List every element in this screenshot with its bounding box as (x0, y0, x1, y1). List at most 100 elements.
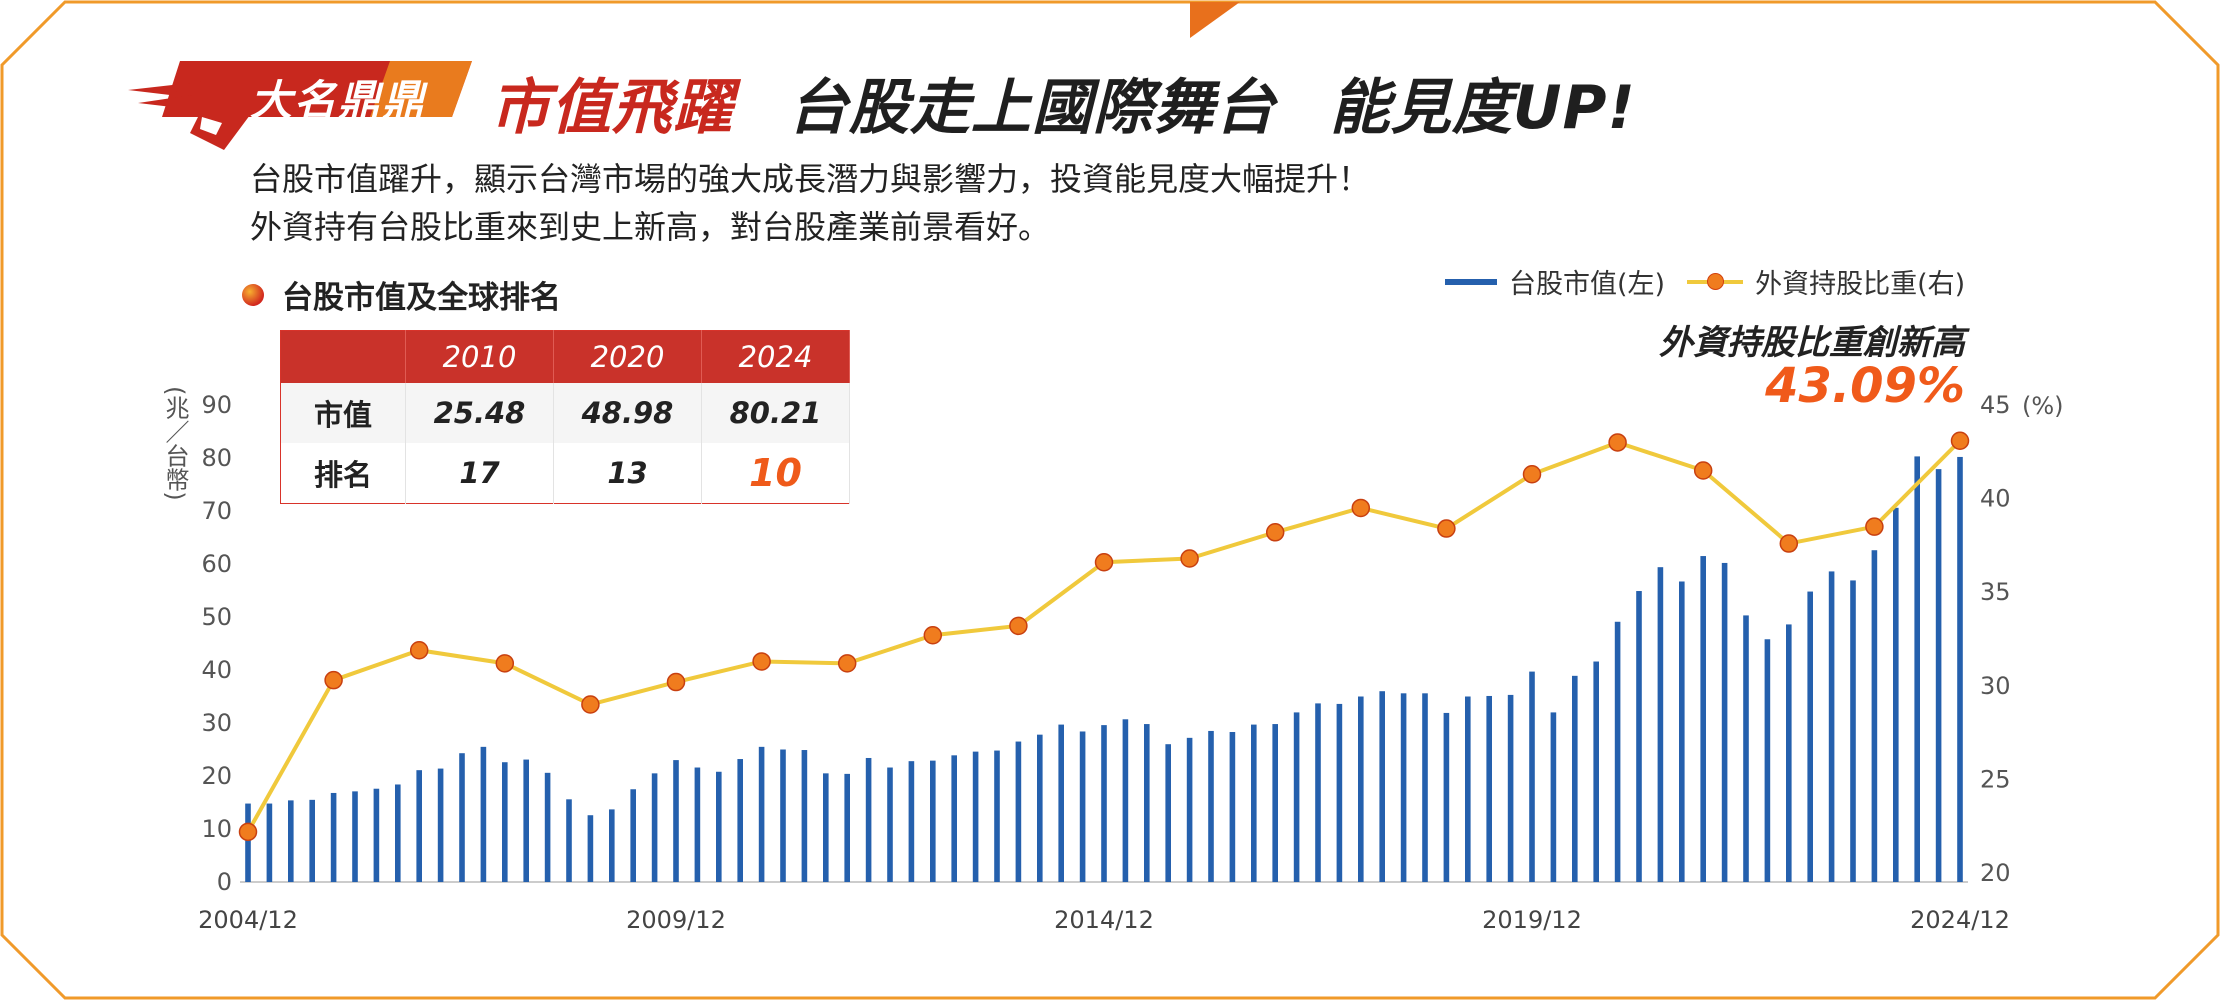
bar (1935, 469, 1942, 882)
bar (1764, 639, 1771, 882)
description-line-2: 外資持有台股比重來到史上新高，對台股產業前景看好。 (250, 208, 1051, 246)
bar (1122, 719, 1129, 882)
bar (309, 799, 315, 882)
line-point (1351, 498, 1371, 518)
table-cell: 25.48 (405, 383, 554, 443)
bar (1850, 580, 1856, 882)
section-title: 台股市值及全球排名 (242, 272, 561, 317)
bar (1315, 703, 1321, 882)
line-point (837, 654, 857, 673)
bar (1272, 724, 1278, 882)
line-point (1265, 523, 1285, 542)
bar (1101, 725, 1107, 882)
bar (1572, 675, 1578, 882)
bar (1828, 571, 1835, 882)
y-left-tick-label: 30 (201, 709, 232, 737)
table-header-cell: 2020 (553, 330, 702, 383)
badge-label: 大名鼎鼎 (250, 76, 427, 125)
bar (1165, 744, 1171, 882)
bar (716, 771, 722, 882)
line-point (666, 672, 686, 692)
bar (1379, 691, 1385, 882)
bar (373, 788, 380, 882)
bar (1465, 696, 1471, 882)
line-point (752, 652, 771, 671)
bar (908, 761, 915, 882)
dragon-icon (175, 77, 250, 150)
bar-series (245, 456, 1963, 882)
bar (1679, 581, 1685, 882)
description-line-1: 台股市值躍升，顯示台灣市場的強大成長潛力與影響力，投資能見度大幅提升！ (250, 160, 1371, 198)
table-header-cell (280, 330, 406, 383)
bar (330, 792, 337, 882)
bar (1400, 693, 1407, 882)
y-right-axis-label: (%) (2022, 392, 2064, 420)
bar (1614, 621, 1621, 882)
bar (1636, 591, 1642, 882)
bar (887, 767, 893, 882)
y-right-tick-label: 45 (1980, 391, 2011, 419)
bar (266, 803, 273, 882)
table-header-row: 2010 2020 2024 (280, 330, 850, 383)
brand-badge (128, 61, 472, 150)
bar (1422, 693, 1428, 882)
table-cell: 13 (553, 443, 702, 504)
legend-line-label: 外資持股比重(右) (1755, 269, 1966, 300)
bar (1229, 732, 1236, 882)
bar (865, 757, 872, 882)
bar (1358, 696, 1364, 882)
table-cell: 80.21 (701, 383, 850, 443)
y-left-tick-label: 80 (201, 444, 232, 472)
bar (1186, 737, 1193, 882)
bar (737, 759, 743, 882)
title-part-1: 市值飛躍 (490, 73, 734, 143)
row-label: 排名 (280, 443, 406, 504)
bar (1015, 741, 1022, 882)
table-cell: 17 (405, 443, 554, 504)
bar (1529, 671, 1535, 882)
y-left-tick-label: 0 (217, 868, 232, 896)
line-point (581, 695, 600, 714)
highlight-value: 43.09% (1765, 358, 1965, 414)
line-markers (238, 431, 1970, 842)
bar (1593, 661, 1599, 882)
bar (844, 773, 850, 882)
bar (245, 803, 251, 882)
bar (1208, 730, 1214, 882)
bar (951, 755, 957, 882)
y-right-tick-label: 25 (1980, 765, 2011, 793)
bar (1893, 507, 1899, 882)
bar (502, 762, 508, 882)
line-point (409, 640, 429, 660)
x-tick-label: 2014/12 (1054, 906, 1154, 934)
table-row: 排名 17 13 10 (280, 443, 850, 504)
table-header-cell: 2024 (701, 330, 850, 383)
bar (1871, 550, 1878, 882)
chart-legend: 台股市值(左) 外資持股比重(右) (1445, 262, 1965, 301)
line-point (1608, 433, 1627, 452)
bar (994, 750, 1000, 882)
row-label: 市值 (280, 383, 406, 443)
bar (694, 767, 701, 882)
bar (1657, 567, 1664, 882)
bar (288, 800, 294, 882)
y-right-tick-label: 35 (1980, 578, 2011, 606)
bar (1807, 591, 1813, 882)
x-tick-label: 2009/12 (626, 906, 726, 934)
legend-bar-label: 台股市值(左) (1509, 269, 1666, 300)
x-tick-label: 2024/12 (1910, 906, 2010, 934)
y-right-tick-label: 30 (1980, 672, 2011, 700)
bar (972, 751, 979, 882)
ranking-table: 2010 2020 2024 市值 25.48 48.98 80.21 排名 1… (280, 330, 850, 504)
line-point (923, 626, 943, 645)
y-right-axis: 20 25 30 35 40 45 (1980, 391, 2011, 887)
title-part-2: 台股走上國際舞台 (787, 73, 1276, 143)
bar (1486, 695, 1492, 882)
bar (352, 791, 358, 882)
bar (459, 753, 465, 882)
y-left-tick-label: 20 (201, 762, 232, 790)
bar (1058, 724, 1064, 882)
bar (480, 746, 487, 882)
y-right-tick-label: 40 (1980, 485, 2011, 513)
y-left-tick-label: 10 (201, 815, 232, 843)
